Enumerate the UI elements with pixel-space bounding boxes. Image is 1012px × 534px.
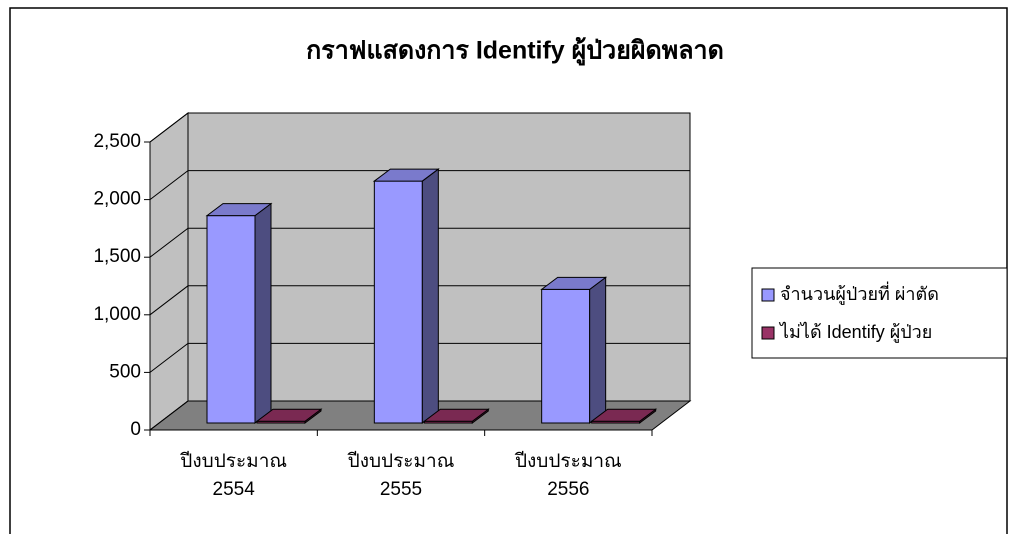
x-tick-label: ปีงบประมาณ 2556	[514, 451, 622, 500]
x-tick-label: ปีงบประมาณ 2555	[347, 451, 455, 500]
y-tick-label: 500	[109, 361, 141, 382]
grid-line	[149, 285, 690, 316]
bar	[422, 408, 490, 424]
grid-line	[149, 227, 690, 258]
bar	[372, 168, 440, 424]
bar-side	[421, 168, 439, 424]
grid-line	[149, 400, 690, 431]
y-tick-label: 1,000	[93, 304, 141, 325]
bar-top	[372, 168, 440, 182]
bar-top	[205, 203, 273, 217]
y-tick-label: 2,000	[93, 189, 141, 210]
y-tick-label: 0	[130, 419, 141, 440]
legend-swatch	[761, 326, 775, 340]
bar-side	[589, 276, 607, 424]
bar-top	[540, 276, 608, 290]
grid-line	[149, 170, 690, 200]
bar-top	[255, 408, 323, 422]
legend-label: ไม่ได้ Identify ผู้ป่วย	[778, 321, 932, 343]
legend-label: จำนวนผู้ป่วยที่ ผ่าตัด	[780, 281, 939, 305]
bar	[205, 202, 273, 424]
chart-title: กราฟแสดงการ Identify ผู้ป่วยผิดพลาด	[306, 37, 724, 67]
grid-line	[149, 112, 690, 143]
bar-side	[254, 202, 272, 424]
bar	[590, 408, 658, 424]
bar-top	[422, 408, 490, 422]
legend-box	[751, 267, 1008, 359]
bar-front	[541, 288, 591, 424]
side-wall	[149, 111, 189, 432]
bar	[540, 276, 608, 424]
y-tick-label: 1,500	[93, 246, 141, 267]
legend-swatch	[761, 288, 775, 302]
y-tick-label: 2,500	[93, 131, 141, 152]
bar-front	[373, 180, 423, 424]
bar-front	[206, 215, 256, 424]
x-tick-label: ปีงบประมาณ 2554	[180, 451, 287, 500]
bar-top	[590, 408, 658, 422]
bar	[255, 408, 323, 424]
grid-line	[149, 342, 690, 373]
